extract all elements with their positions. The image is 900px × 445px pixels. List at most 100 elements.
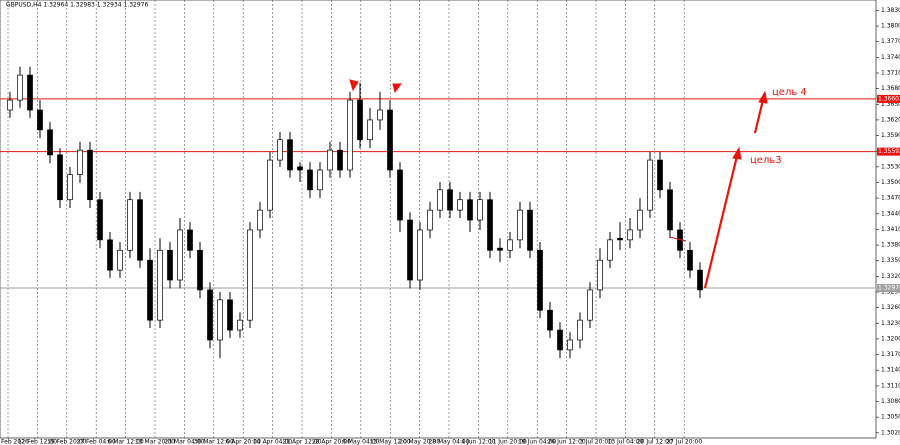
annotation: цель3 <box>750 155 782 166</box>
y-tick-label: 1.32300 <box>881 320 900 327</box>
candle-body <box>467 199 473 221</box>
x-tick-label: 4 Jun 12:00 <box>461 439 495 445</box>
candle-body <box>347 99 353 171</box>
candle-body <box>147 259 153 321</box>
arrow-head <box>758 90 768 104</box>
y-tick-label: 1.31400 <box>881 367 900 374</box>
x-tick-label: 6 Mar 12:00 <box>107 439 143 445</box>
y-tick-label: 1.36800 <box>881 85 900 92</box>
candle-body <box>587 289 593 321</box>
y-tick-label: 1.38000 <box>881 23 900 30</box>
candle-body <box>97 199 103 241</box>
y-tick-label: 1.33800 <box>881 242 900 249</box>
candle-body <box>267 159 273 211</box>
x-tick-label: 27 Jul 20:00 <box>666 439 702 445</box>
candle-body <box>557 329 563 351</box>
level-tag <box>877 284 900 293</box>
candle-body <box>657 159 663 191</box>
candle-body <box>517 209 523 241</box>
y-tick-label: 1.36500 <box>881 101 900 108</box>
candle-body <box>317 169 323 191</box>
candle-body <box>577 319 583 341</box>
candle-body <box>487 199 493 251</box>
candle-body <box>547 309 553 331</box>
y-tick-label: 1.33200 <box>881 273 900 280</box>
annotation: цель 4 <box>772 87 807 98</box>
candle-body <box>427 209 433 231</box>
candle-body <box>417 229 423 281</box>
candle-body <box>497 247 503 251</box>
candle-body <box>107 239 113 271</box>
marker-line <box>669 236 687 242</box>
candle-body <box>627 229 633 241</box>
y-tick-label: 1.37400 <box>881 54 900 61</box>
y-tick-label: 1.30800 <box>881 398 900 405</box>
candle-body <box>567 339 573 351</box>
y-tick-label: 1.35900 <box>881 132 900 139</box>
candle-body <box>337 149 343 171</box>
candle-body <box>617 237 623 241</box>
candle-body <box>387 109 393 171</box>
candle-body <box>117 249 123 271</box>
marker <box>392 83 402 94</box>
candle-body <box>687 249 693 271</box>
candle-body <box>477 199 483 221</box>
y-tick-label: 1.36200 <box>881 116 900 123</box>
marker <box>349 79 359 92</box>
candle-body <box>207 289 213 341</box>
x-tick-label: 20 May 20:00 <box>399 439 440 445</box>
x-tick-label: Feb 2026 <box>1 439 29 445</box>
candle-body <box>87 149 93 201</box>
candle-body <box>507 239 513 251</box>
x-tick-label: 28 Apr 20:00 <box>312 439 351 445</box>
y-tick-label: 1.31100 <box>881 382 900 389</box>
x-tick-label: 6 Apr 20:00 <box>226 439 261 445</box>
candle-body <box>637 209 643 231</box>
y-tick-label: 1.32000 <box>881 335 900 342</box>
arrow <box>753 99 765 134</box>
level-label: 1.35592 <box>878 148 900 155</box>
y-tick-label: 1.37700 <box>881 38 900 45</box>
drawings <box>349 79 768 289</box>
x-tick-label: 28 May 04:00 <box>428 439 469 445</box>
candle-body <box>327 149 333 171</box>
candle-body <box>77 149 83 176</box>
candle-body <box>667 189 673 231</box>
candle-body <box>177 229 183 281</box>
candle-body <box>17 74 23 101</box>
x-tick-label: 11 Jun 20:00 <box>489 439 527 445</box>
y-tick-label: 1.33500 <box>881 257 900 264</box>
arrow <box>703 155 739 289</box>
x-tick-label: 21 Apr 12:00 <box>282 439 321 445</box>
candle-body <box>697 269 703 291</box>
candle-body <box>597 259 603 291</box>
y-tick-label: 1.32600 <box>881 304 900 311</box>
candle-body <box>377 109 383 121</box>
level-tag <box>877 147 900 156</box>
candle-body <box>287 139 293 171</box>
y-tick-label: 1.35000 <box>881 179 900 186</box>
x-tick-label: 13 May 12:00 <box>370 439 411 445</box>
x-tick-label: 13 Jul 04:00 <box>607 439 643 445</box>
candle-body <box>237 319 243 331</box>
candle-body <box>227 299 233 331</box>
candle-body <box>7 99 13 111</box>
y-tick-label: 1.34400 <box>881 210 900 217</box>
candle-body <box>277 139 283 161</box>
y-tick-label: 1.34100 <box>881 226 900 233</box>
x-tick-label: 13 Mar 20:00 <box>135 439 175 445</box>
candle-body <box>457 199 463 211</box>
x-tick-label: 19 Jun 04:00 <box>518 439 556 445</box>
candle-body <box>137 199 143 261</box>
x-tick-label: 23 Mar 04:00 <box>164 439 204 445</box>
x-tick-label: 19 Feb 20:00 <box>47 439 87 445</box>
y-tick-label: 1.35300 <box>881 163 900 170</box>
x-tick-label: 26 Jun 12:00 <box>548 439 586 445</box>
x-tick-label: 20 Jul 12:00 <box>637 439 673 445</box>
plot-frame <box>0 0 877 439</box>
y-tick-label: 1.34700 <box>881 195 900 202</box>
y-tick-label: 1.30500 <box>881 414 900 421</box>
y-tick-label: 1.31700 <box>881 351 900 358</box>
candle-body <box>437 189 443 211</box>
